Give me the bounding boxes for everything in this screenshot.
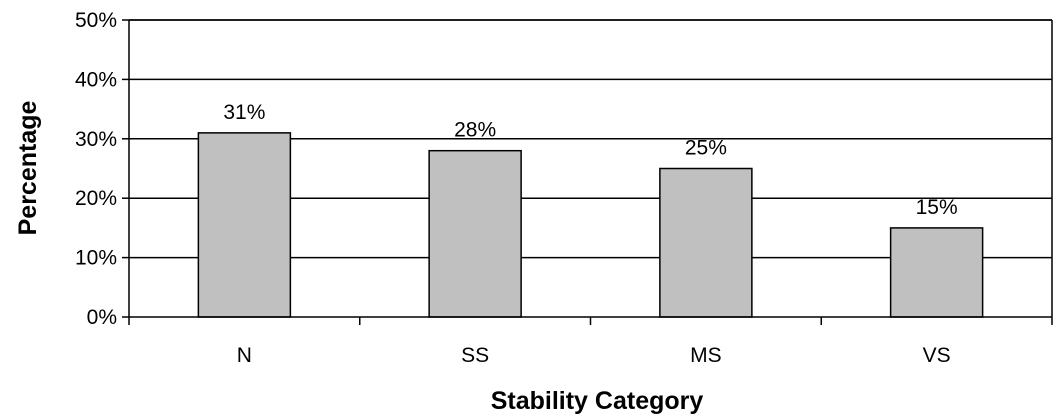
data-label-ss: 28% xyxy=(454,119,496,142)
y-tick-label: 50% xyxy=(75,9,117,32)
data-labels: 31% 28% 25% 15% xyxy=(223,101,957,219)
bar-ms xyxy=(659,167,753,318)
bar-ss xyxy=(428,149,522,318)
x-tick-label-ss: SS xyxy=(461,344,489,367)
y-tick-label: 10% xyxy=(75,247,117,270)
y-tick-label: 30% xyxy=(75,128,117,151)
data-label-n: 31% xyxy=(223,101,265,124)
y-tick-label: 0% xyxy=(87,306,117,329)
x-tick-label-n: N xyxy=(237,344,252,367)
y-tick-label: 20% xyxy=(75,187,117,210)
axes xyxy=(122,19,1053,325)
x-tick-label-ms: MS xyxy=(690,344,722,367)
y-tick-label: 40% xyxy=(75,68,117,91)
data-label-ms: 25% xyxy=(685,137,727,160)
bars xyxy=(197,132,984,318)
bar-vs xyxy=(889,227,984,318)
data-label-vs: 15% xyxy=(916,196,958,219)
x-tick-labels: N SS MS VS xyxy=(237,344,951,367)
y-tick-labels: 0% 10% 20% 30% 40% 50% xyxy=(75,9,117,329)
x-tick-label-vs: VS xyxy=(923,344,951,367)
x-axis-title: Stability Category xyxy=(491,387,704,415)
bar-n xyxy=(197,132,292,318)
y-axis-title: Percentage xyxy=(14,101,42,236)
